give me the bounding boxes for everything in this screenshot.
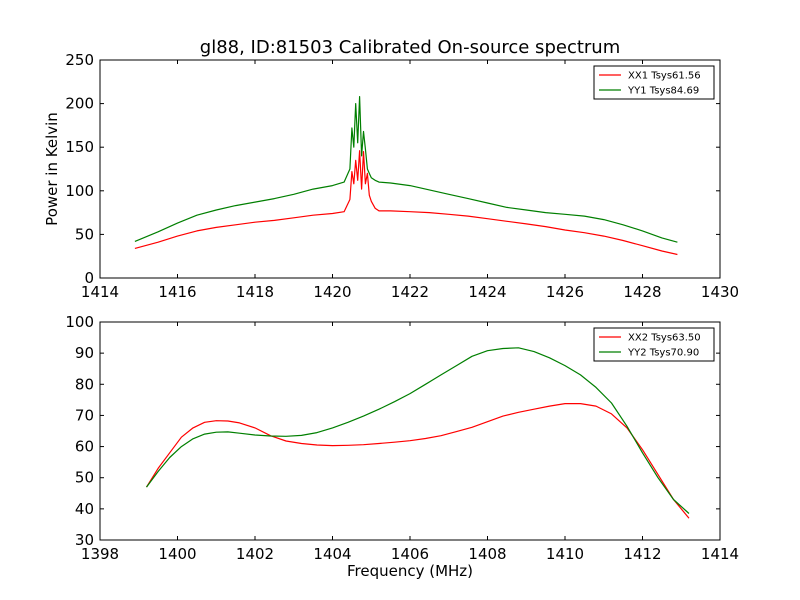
legend: XX2 Tsys63.50 YY2 Tsys70.90 bbox=[593, 327, 715, 362]
y-tick-label: 250 bbox=[65, 51, 94, 69]
legend-entry: YY1 Tsys84.69 bbox=[627, 86, 699, 97]
y-tick-label: 100 bbox=[65, 313, 94, 331]
x-tick-label: 1404 bbox=[313, 545, 351, 563]
x-tick-label: 1402 bbox=[236, 545, 274, 563]
y-tick-label: 60 bbox=[75, 438, 94, 456]
y-tick-label: 30 bbox=[75, 531, 94, 549]
x-tick-label: 1398 bbox=[81, 545, 119, 563]
y-tick-label: 50 bbox=[75, 225, 94, 243]
series-line-0-1 bbox=[134, 96, 678, 243]
legend-box bbox=[593, 327, 715, 362]
legend: XX1 Tsys61.56 YY1 Tsys84.69 bbox=[593, 65, 715, 100]
y-tick-label: 80 bbox=[75, 375, 94, 393]
x-tick-label: 1414 bbox=[81, 283, 119, 301]
x-tick-label: 1406 bbox=[391, 545, 429, 563]
legend-entry: XX1 Tsys61.56 bbox=[628, 71, 701, 82]
legend-entry: YY2 Tsys70.90 bbox=[627, 348, 699, 359]
legend-box bbox=[593, 65, 715, 100]
y-tick-label: 70 bbox=[75, 406, 94, 424]
x-tick-label: 1412 bbox=[623, 545, 661, 563]
y-tick-label: 200 bbox=[65, 95, 94, 113]
series-line-1-1 bbox=[146, 347, 690, 514]
x-axis-label: Frequency (MHz) bbox=[347, 562, 473, 580]
x-tick-label: 1410 bbox=[546, 545, 584, 563]
y-tick-label: 0 bbox=[84, 269, 94, 287]
x-tick-label: 1418 bbox=[236, 283, 274, 301]
series-line-1-0 bbox=[145, 403, 690, 519]
legend-entry: XX2 Tsys63.50 bbox=[628, 333, 701, 344]
x-tick-label: 1428 bbox=[623, 283, 661, 301]
x-tick-label: 1408 bbox=[468, 545, 506, 563]
top-panel-xx1-yy1: 1414 1416 1418 1420 1422 1424 1426 1428 1430 0 50 1… bbox=[43, 51, 739, 301]
x-tick-label: 1414 bbox=[701, 545, 739, 563]
x-tick-label: 1426 bbox=[546, 283, 584, 301]
y-axis-label: Power in Kelvin bbox=[43, 112, 61, 226]
y-tick-label: 90 bbox=[75, 344, 94, 362]
series-line-0-0 bbox=[134, 150, 678, 256]
x-tick-label: 1424 bbox=[468, 283, 506, 301]
figure-title: gl88, ID:81503 Calibrated On-source spec… bbox=[200, 37, 620, 58]
x-tick-label: 1420 bbox=[313, 283, 351, 301]
y-tick-label: 40 bbox=[75, 500, 94, 518]
y-tick-label: 100 bbox=[65, 182, 94, 200]
bottom-panel-xx2-yy2: 1398 1400 1402 1404 1406 1408 1410 1412 1414 30 40… bbox=[65, 313, 739, 580]
x-tick-label: 1430 bbox=[701, 283, 739, 301]
x-tick-label: 1416 bbox=[158, 283, 196, 301]
x-tick-label: 1400 bbox=[158, 545, 196, 563]
y-tick-label: 50 bbox=[75, 469, 94, 487]
x-tick-label: 1422 bbox=[391, 283, 429, 301]
y-tick-label: 150 bbox=[65, 138, 94, 156]
